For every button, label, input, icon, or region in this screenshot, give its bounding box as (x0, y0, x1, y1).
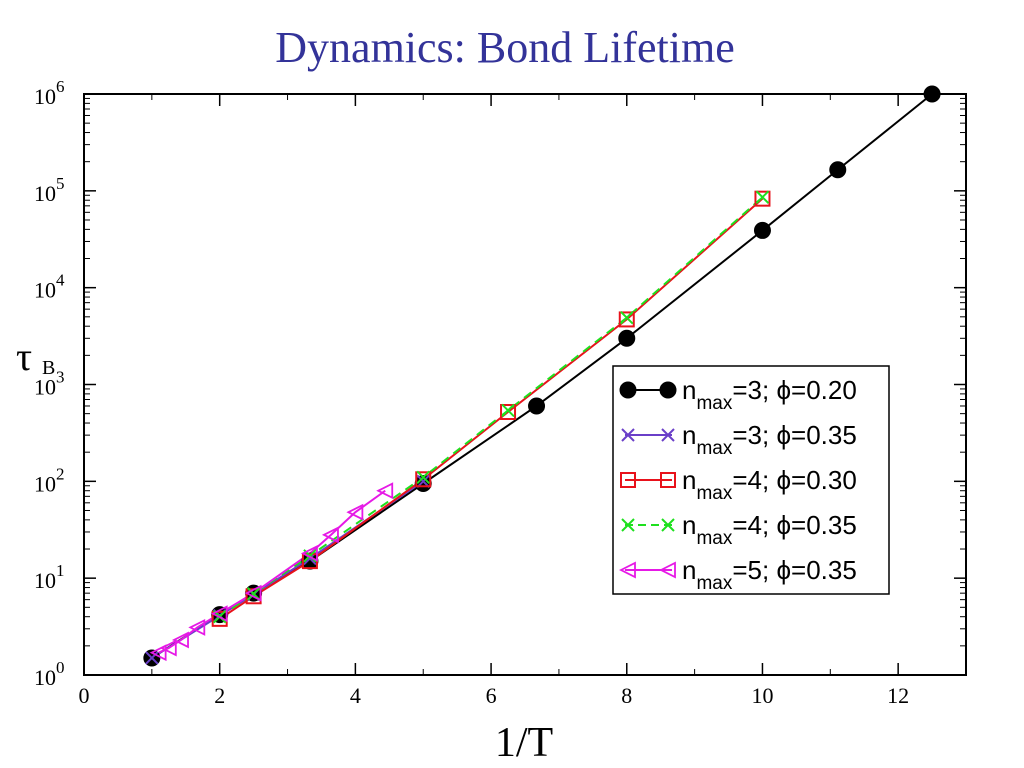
legend-label-post: =4; ϕ=0.30 (732, 465, 856, 495)
x-tick-label: 0 (79, 683, 90, 708)
y-tick-exponent: 3 (56, 368, 65, 387)
data-point-series-4 (159, 639, 177, 657)
y-tick-base: 10 (34, 375, 56, 400)
legend-marker-0 (619, 381, 637, 399)
y-tick-base: 10 (34, 278, 56, 303)
data-point-series-0 (923, 85, 941, 103)
legend-label-0: nmax=3; ϕ=0.20 (682, 375, 857, 414)
data-point-series-4 (244, 584, 262, 602)
legend-label-pre: n (682, 375, 696, 405)
data-point-series-4 (300, 544, 318, 562)
legend-marker-3 (661, 518, 675, 532)
legend-label-sub: max (696, 483, 732, 504)
y-tick-label: 104 (34, 271, 65, 303)
data-point-series-0 (829, 161, 847, 179)
legend-label-post: =3; ϕ=0.20 (732, 375, 856, 405)
data-point-series-4 (210, 605, 228, 623)
legend-marker-1 (621, 428, 635, 442)
legend-label-pre: n (682, 555, 696, 585)
y-tick-label: 101 (34, 561, 65, 593)
slide-title: Dynamics: Bond Lifetime (275, 23, 735, 72)
legend-label-sub: max (696, 528, 732, 549)
data-point-series-2 (618, 311, 635, 328)
data-point-series-0 (618, 329, 636, 347)
data-point-series-2 (500, 404, 517, 421)
data-point-series-3 (620, 310, 634, 325)
legend-marker-4 (658, 561, 676, 579)
x-tick-label: 12 (887, 683, 909, 708)
y-tick-exponent: 6 (56, 77, 65, 96)
legend-marker-4 (618, 561, 636, 579)
y-tick-exponent: 1 (56, 561, 65, 580)
y-tick-label: 106 (34, 77, 65, 109)
y-tick-base: 10 (34, 181, 56, 206)
data-point-series-4 (172, 631, 189, 649)
legend-marker-2 (660, 472, 676, 488)
legend-label-3: nmax=4; ϕ=0.35 (682, 510, 857, 549)
y-tick-label: 100 (34, 658, 65, 690)
data-point-series-3 (416, 470, 430, 485)
legend-label-post: =4; ϕ=0.35 (732, 510, 856, 540)
legend-label-sub: max (696, 573, 732, 594)
y-tick-label: 105 (34, 174, 65, 206)
x-tick-label: 6 (486, 683, 497, 708)
data-point-series-4 (346, 503, 364, 521)
x-tick-label: 2 (214, 683, 225, 708)
legend-marker-2 (620, 472, 636, 488)
legend-label-post: =5; ϕ=0.35 (732, 555, 856, 585)
y-tick-label: 103 (34, 368, 65, 400)
legend-label-1: nmax=3; ϕ=0.35 (682, 420, 857, 459)
y-tick-base: 10 (34, 568, 56, 593)
legend-label-pre: n (682, 465, 696, 495)
legend-label-2: nmax=4; ϕ=0.30 (682, 465, 857, 504)
legend-label-4: nmax=5; ϕ=0.35 (682, 555, 857, 594)
legend-label-pre: n (682, 510, 696, 540)
axis-ticks (83, 93, 966, 676)
data-point-series-4 (149, 644, 167, 662)
y-tick-exponent: 0 (56, 658, 65, 677)
y-tick-exponent: 4 (56, 271, 65, 290)
y-axis-label-subscript: B (42, 357, 55, 379)
data-point-series-4 (376, 482, 394, 500)
data-point-series-3 (501, 403, 515, 418)
data-point-series-2 (415, 471, 432, 488)
y-tick-base: 10 (34, 471, 56, 496)
data-point-series-0 (753, 221, 771, 239)
legend-label-pre: n (682, 420, 696, 450)
legend-label-sub: max (696, 438, 732, 459)
series-markers (143, 85, 941, 667)
data-point-series-2 (754, 190, 771, 207)
data-point-series-0 (528, 397, 546, 415)
y-tick-base: 10 (34, 665, 56, 690)
legend-label-post: =3; ϕ=0.35 (732, 420, 856, 450)
data-point-series-4 (321, 526, 339, 544)
legend-label-sub: max (696, 393, 732, 414)
y-tick-base: 10 (34, 84, 56, 109)
legend-marker-0 (659, 381, 677, 399)
y-tick-exponent: 5 (56, 174, 65, 193)
data-point-series-3 (755, 190, 770, 204)
y-axis-label: τ (16, 334, 32, 379)
x-axis-label: 1/T (495, 720, 553, 766)
legend-marker-3 (621, 518, 635, 532)
y-tick-exponent: 2 (56, 464, 65, 483)
x-tick-label: 8 (621, 683, 632, 708)
data-point-series-4 (188, 618, 206, 636)
y-tick-label: 102 (34, 464, 65, 496)
x-tick-label: 4 (350, 683, 361, 708)
legend-marker-1 (661, 428, 675, 442)
x-tick-label: 10 (751, 683, 773, 708)
